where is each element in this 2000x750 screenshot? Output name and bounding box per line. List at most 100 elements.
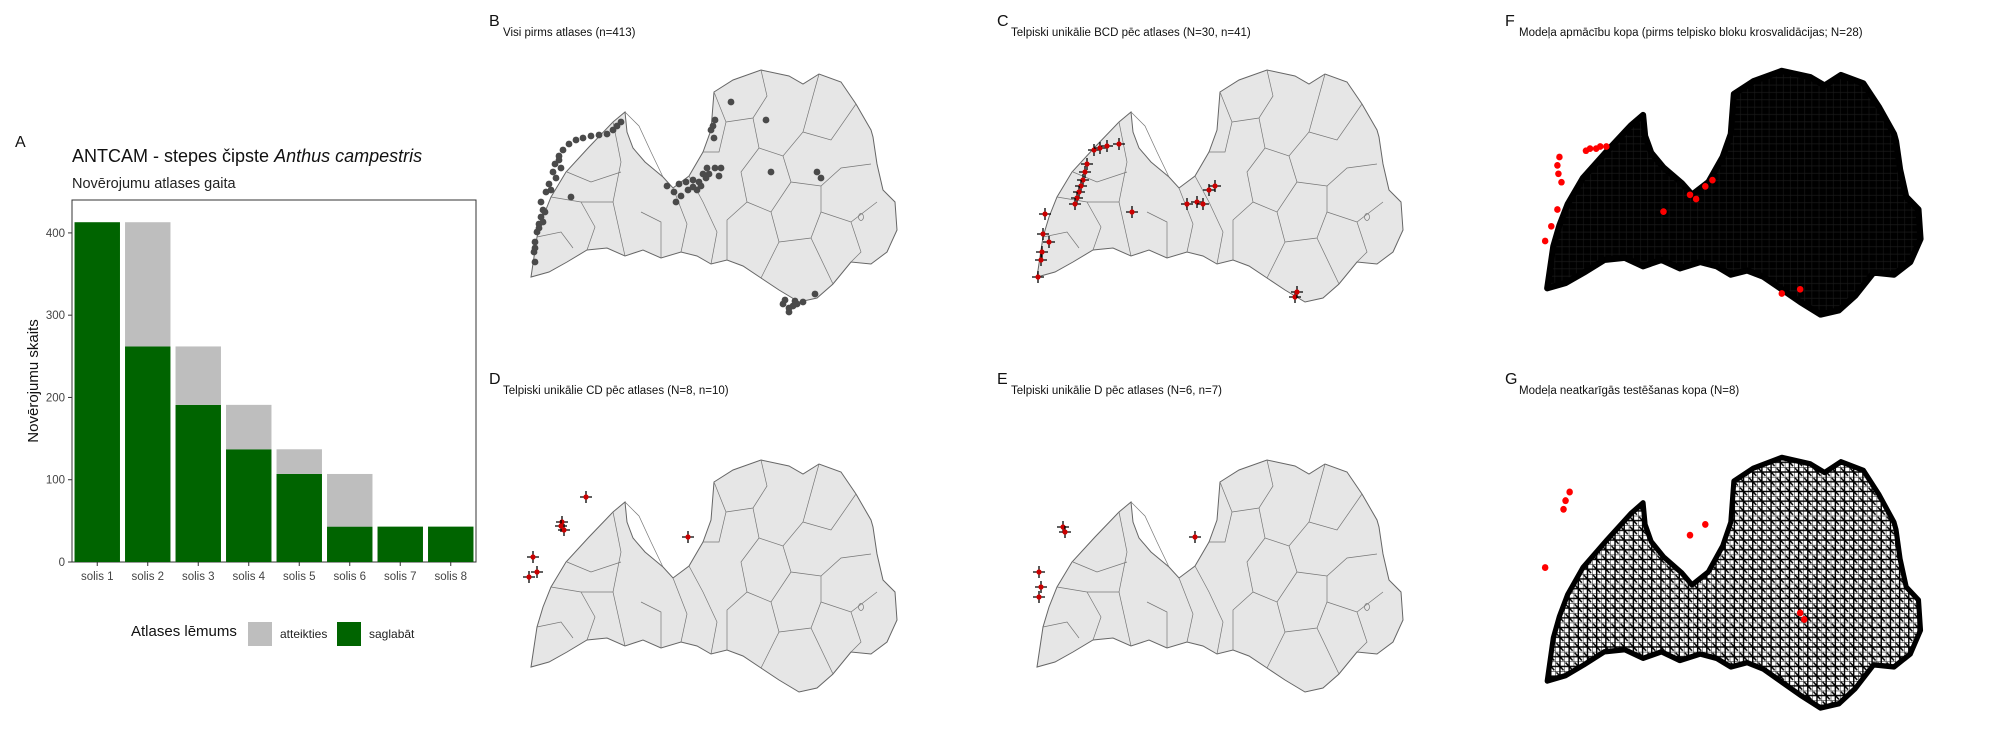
observation-point bbox=[684, 186, 692, 194]
legend-swatch-atteikties bbox=[248, 622, 272, 646]
municipality-border bbox=[688, 565, 718, 655]
municipality-border bbox=[1308, 103, 1363, 141]
municipality-border bbox=[1130, 501, 1170, 568]
cross-marker bbox=[1189, 531, 1201, 543]
municipality-border bbox=[850, 221, 862, 263]
bar-saglabat bbox=[175, 404, 221, 562]
observation-point bbox=[711, 116, 719, 124]
observation-point bbox=[557, 164, 565, 172]
legend-label-saglabat: saglabāt bbox=[369, 627, 415, 641]
legend-swatch-saglabat bbox=[337, 622, 361, 646]
observation-point bbox=[1778, 290, 1786, 297]
cross-marker bbox=[1032, 271, 1044, 283]
observation-point bbox=[677, 192, 685, 200]
lake bbox=[1364, 213, 1370, 221]
observation-point bbox=[1554, 162, 1561, 169]
municipality-border bbox=[672, 577, 688, 643]
observation-points-e bbox=[1033, 521, 1201, 603]
municipality-border bbox=[1146, 601, 1168, 648]
municipality-border bbox=[580, 591, 596, 641]
training-points-f bbox=[1541, 143, 1804, 297]
observation-point bbox=[710, 134, 718, 142]
y-axis-title: Novērojumu skaits bbox=[25, 319, 42, 442]
cross-marker bbox=[1069, 198, 1081, 210]
observation-point bbox=[1702, 520, 1709, 528]
municipality-border bbox=[1356, 611, 1368, 653]
municipality-border bbox=[1194, 565, 1224, 655]
municipality-border bbox=[624, 501, 664, 568]
lake bbox=[858, 213, 864, 221]
municipality-border bbox=[1118, 121, 1132, 257]
panel-label-d: D bbox=[489, 371, 501, 388]
x-axis: solis 1 solis 2 solis 3 solis 4 solis 5 solis… bbox=[81, 562, 467, 583]
map-c bbox=[1032, 69, 1404, 303]
observation-point bbox=[703, 164, 711, 172]
observation-point bbox=[695, 178, 703, 186]
cross-marker bbox=[1113, 138, 1125, 150]
observation-point bbox=[813, 168, 821, 176]
cross-marker bbox=[1033, 566, 1045, 578]
legend-label-atteikties: atteikties bbox=[280, 627, 327, 641]
observation-point bbox=[663, 182, 671, 190]
municipality-border bbox=[778, 186, 822, 243]
observation-point bbox=[672, 198, 680, 206]
observation-point bbox=[1586, 145, 1594, 152]
municipality-border bbox=[1118, 511, 1132, 647]
municipality-border bbox=[1042, 621, 1080, 639]
x-tick-label: solis 7 bbox=[384, 571, 417, 583]
panel-title-b: Visi pirms atlases (n=413) bbox=[503, 27, 636, 39]
observation-point bbox=[549, 168, 557, 176]
cross-marker bbox=[682, 531, 694, 543]
panel-label-b: B bbox=[489, 13, 500, 30]
x-tick-label: solis 3 bbox=[182, 571, 215, 583]
cross-marker bbox=[1291, 286, 1303, 298]
observation-point bbox=[1566, 488, 1573, 496]
cross-marker bbox=[1037, 228, 1049, 240]
municipality-border bbox=[1042, 231, 1080, 249]
cross-marker bbox=[523, 571, 535, 583]
cross-marker bbox=[1191, 196, 1203, 208]
background-grid-g bbox=[1547, 457, 1920, 708]
bar-atteikties bbox=[125, 222, 171, 347]
cross-marker bbox=[1033, 591, 1045, 603]
y-tick-label: 100 bbox=[46, 475, 65, 487]
municipality-borders-d bbox=[536, 459, 878, 675]
observation-points-d bbox=[523, 491, 694, 583]
panel-label-f: F bbox=[1505, 13, 1515, 30]
cross-marker bbox=[1043, 236, 1055, 248]
observation-point bbox=[1555, 170, 1562, 178]
panel-label-g: G bbox=[1505, 371, 1517, 388]
municipality-border bbox=[703, 91, 727, 153]
municipality-border bbox=[1356, 221, 1368, 263]
observation-point bbox=[699, 170, 707, 178]
observation-point bbox=[689, 176, 697, 184]
municipality-border bbox=[1209, 91, 1233, 153]
observation-point bbox=[817, 174, 825, 182]
observation-point bbox=[541, 208, 549, 216]
observation-point bbox=[799, 298, 807, 306]
x-tick-label: solis 6 bbox=[333, 571, 366, 583]
observation-points-b bbox=[530, 98, 825, 316]
observation-point bbox=[682, 178, 690, 186]
observation-point bbox=[587, 132, 595, 140]
observation-point bbox=[670, 188, 678, 196]
observation-point bbox=[552, 174, 560, 182]
latvia-outline-e bbox=[1036, 459, 1404, 693]
municipality-border bbox=[802, 103, 857, 141]
municipality-border bbox=[810, 627, 834, 675]
cross-marker bbox=[1039, 208, 1051, 220]
observation-point bbox=[1548, 222, 1555, 230]
municipality-borders-c bbox=[1042, 69, 1384, 285]
latvia-outline-b bbox=[530, 69, 898, 303]
observation-point bbox=[791, 297, 799, 305]
bar-saglabat bbox=[428, 526, 474, 562]
observation-point bbox=[559, 146, 567, 154]
municipality-border bbox=[612, 121, 626, 257]
cross-marker bbox=[558, 524, 570, 536]
municipality-border bbox=[1178, 187, 1194, 253]
cross-marker bbox=[580, 491, 592, 503]
cross-marker bbox=[1071, 192, 1083, 204]
bar-saglabat bbox=[276, 473, 322, 562]
panel-title-f: Modeļa apmācību kopa (pirms telpisko blo… bbox=[1519, 27, 1863, 39]
